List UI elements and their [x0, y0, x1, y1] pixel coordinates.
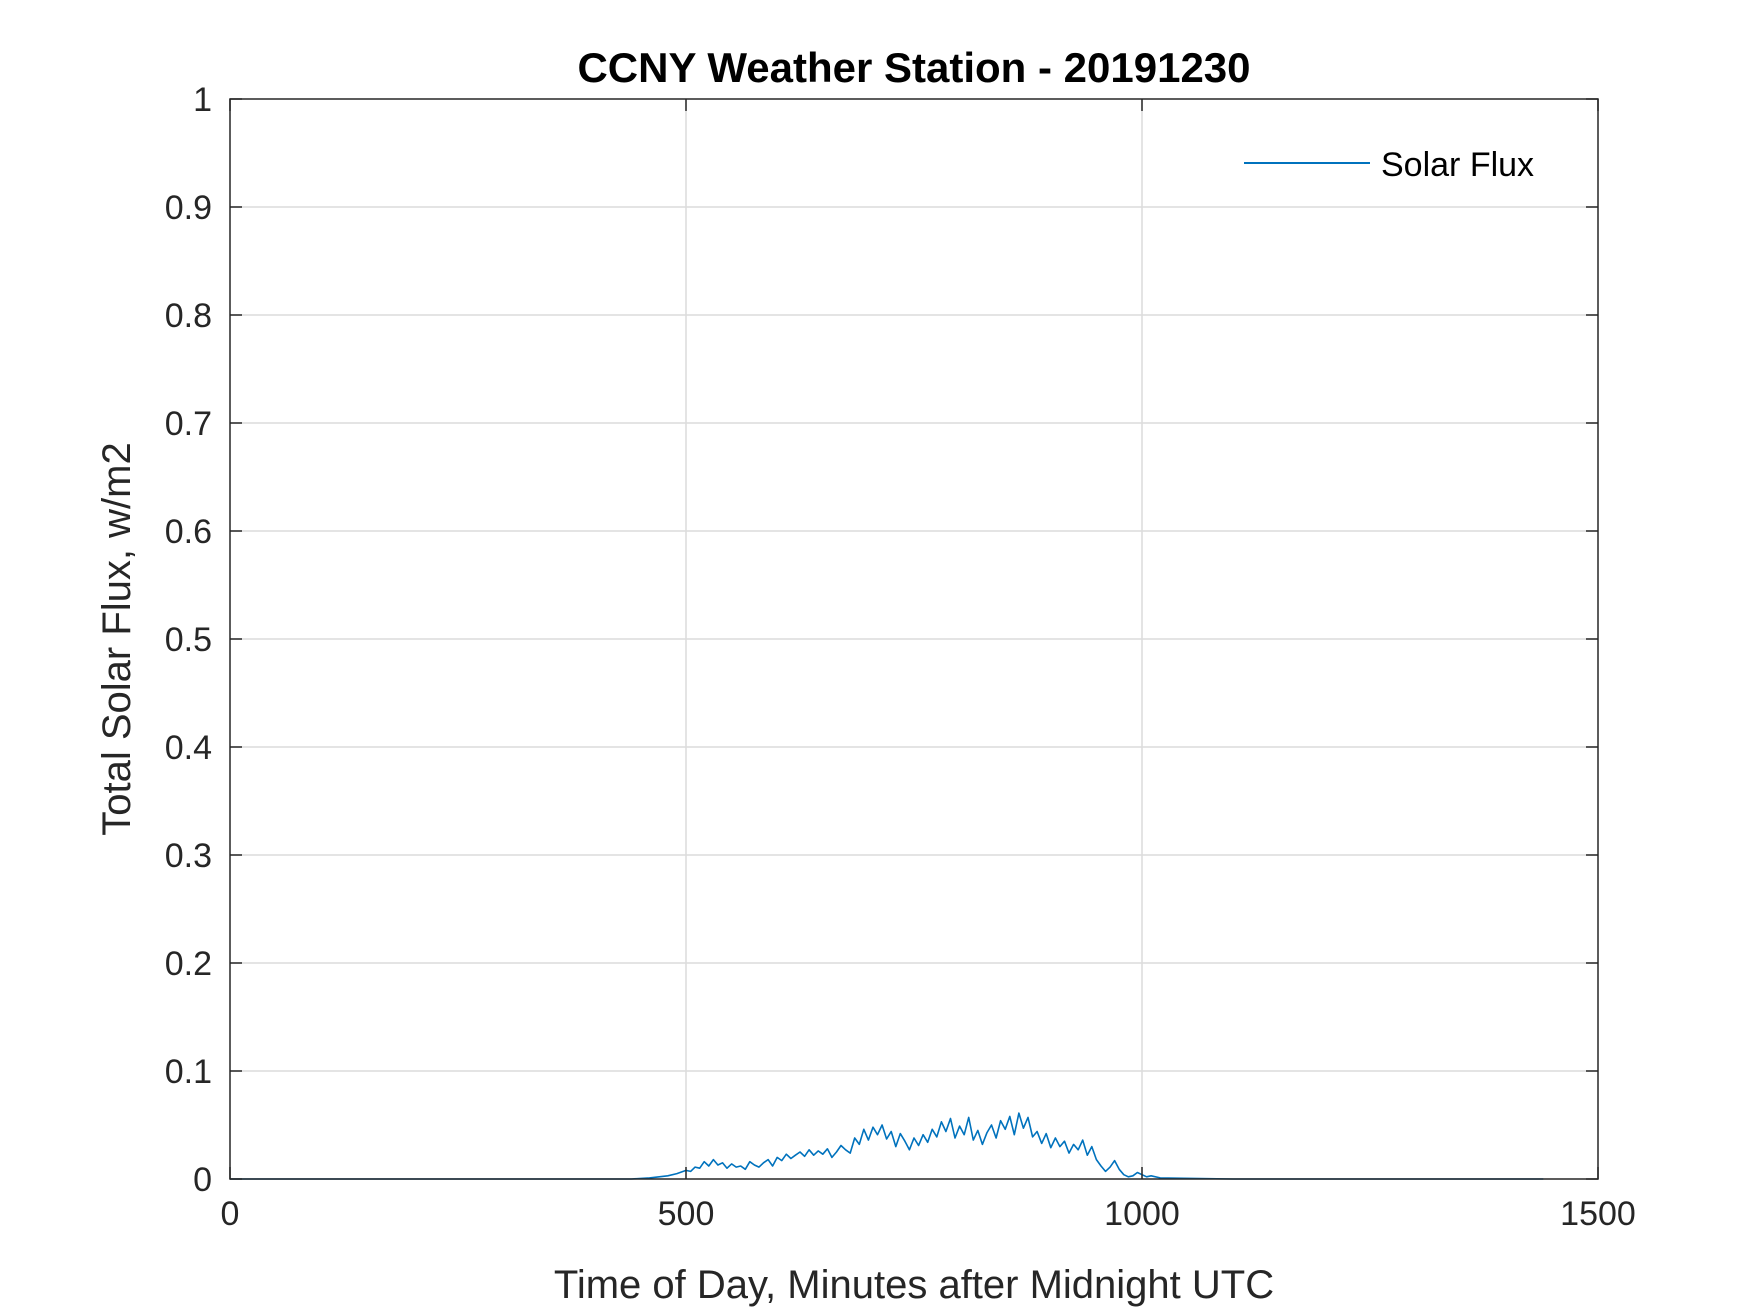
y-tick-label: 0.6	[165, 513, 212, 551]
x-tick-label: 1000	[1104, 1195, 1180, 1233]
y-tick-label: 1	[193, 81, 212, 119]
y-tick-label: 0.8	[165, 297, 212, 335]
axis-tick-labels: 0 500 1000 1500 0 0.1 0.2 0.3 0.4 0.5 0.6 0.7 0.8 0.9…	[165, 81, 1636, 1233]
chart-title: CCNY Weather Station - 20191230	[577, 44, 1250, 91]
y-tick-label: 0.4	[165, 729, 212, 767]
legend-label-solar-flux: Solar Flux	[1381, 146, 1534, 184]
y-tick-label: 0.9	[165, 189, 212, 227]
y-tick-label: 0	[193, 1161, 212, 1199]
y-tick-label: 0.3	[165, 837, 212, 875]
y-axis-label: Total Solar Flux, w/m2	[95, 442, 139, 835]
y-tick-label: 0.1	[165, 1053, 212, 1091]
series-line-solar-flux	[230, 1112, 1544, 1180]
x-tick-label: 500	[658, 1195, 715, 1233]
x-tick-label: 1500	[1560, 1195, 1636, 1233]
x-tick-label: 0	[221, 1195, 240, 1233]
axis-ticks	[229, 98, 1599, 1180]
legend: Solar Flux	[1244, 146, 1534, 184]
y-tick-label: 0.7	[165, 405, 212, 443]
series-layer	[230, 1112, 1544, 1180]
grid-lines	[230, 99, 1598, 1179]
y-tick-label: 0.2	[165, 945, 212, 983]
y-tick-label: 0.5	[165, 621, 212, 659]
x-axis-label: Time of Day, Minutes after Midnight UTC	[554, 1263, 1274, 1307]
